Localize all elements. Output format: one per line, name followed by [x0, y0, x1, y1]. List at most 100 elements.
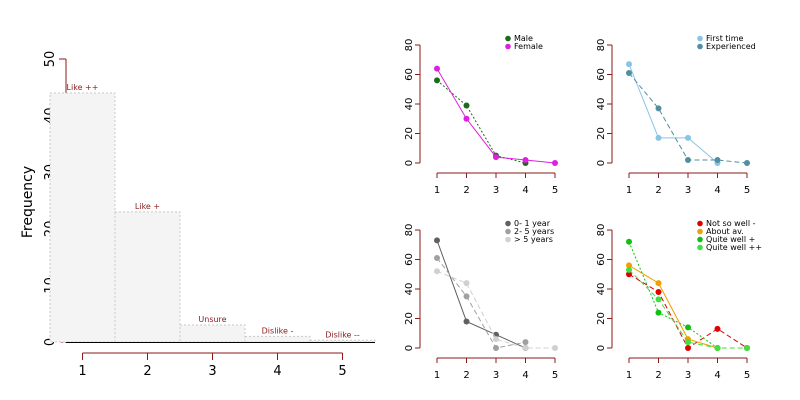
- series-point: [655, 134, 662, 141]
- histogram-x-tick-label: 4: [273, 364, 281, 379]
- legend-label: Not so well -: [706, 219, 756, 228]
- series-point: [744, 345, 750, 351]
- y-tick-label: 40: [596, 98, 607, 111]
- series-line: [436, 257, 526, 349]
- histogram-bar-label: Like ++: [67, 83, 99, 92]
- series-point: [463, 115, 470, 122]
- series-line: [436, 68, 556, 164]
- legend-label: Quite well +: [706, 235, 755, 244]
- x-tick-label: 1: [434, 370, 440, 381]
- legend-marker: [697, 220, 703, 227]
- series-point: [493, 336, 499, 343]
- histogram-bar: [114, 211, 181, 343]
- series-point: [655, 288, 662, 295]
- y-tick-label: 80: [596, 224, 607, 237]
- histogram-bar: [179, 324, 246, 343]
- y-tick-label: 60: [596, 253, 607, 266]
- series-point: [552, 345, 558, 351]
- y-tick-label: 0: [596, 160, 607, 166]
- y-tick-label: 20: [404, 312, 415, 325]
- x-tick-label: 1: [626, 185, 632, 196]
- series-point: [434, 237, 440, 244]
- legend-label: First time: [706, 34, 744, 43]
- series-point: [714, 157, 721, 164]
- legend-label: 0- 1 year: [514, 219, 551, 228]
- series-point: [434, 255, 440, 262]
- series-point: [685, 345, 691, 351]
- series-point: [626, 238, 632, 245]
- series-point: [655, 309, 662, 316]
- series-point: [552, 160, 558, 166]
- histogram-bar-label: Dislike --: [325, 330, 360, 339]
- histogram-bar-label: Like +: [135, 202, 160, 211]
- histogram-bar: [244, 335, 311, 343]
- series-line: [628, 63, 718, 164]
- histogram-bar: [49, 92, 116, 343]
- legend-marker: [505, 228, 511, 235]
- y-tick-label: 20: [596, 312, 607, 325]
- series-point: [463, 280, 470, 287]
- series-point: [714, 345, 721, 351]
- series-point: [626, 61, 632, 68]
- histogram-x-tick-label: 5: [338, 364, 346, 379]
- series-point: [714, 325, 721, 332]
- x-tick-label: 5: [552, 370, 558, 381]
- x-tick-label: 1: [434, 185, 440, 196]
- legend-label: Male: [514, 34, 533, 43]
- series-point: [522, 157, 529, 164]
- series-line: [628, 72, 748, 164]
- histogram-panel: Frequency 01020304050Like ++Like +Unsure…: [20, 51, 376, 379]
- legend-label: Experienced: [706, 42, 756, 51]
- legend-label: 2- 5 years: [514, 227, 554, 236]
- series-point: [463, 293, 470, 300]
- series-line: [628, 241, 718, 349]
- series-point: [685, 157, 691, 164]
- series-point: [434, 77, 440, 84]
- histogram-bar: [309, 339, 376, 343]
- series-point: [522, 339, 529, 346]
- x-tick-label: 3: [493, 370, 499, 381]
- series-point: [744, 160, 750, 166]
- series-point: [626, 271, 632, 278]
- y-tick-label: 0: [596, 345, 607, 351]
- histogram-bar-label: Dislike -: [262, 326, 294, 335]
- y-tick-label: 40: [404, 98, 415, 111]
- legend-marker: [505, 236, 511, 243]
- x-tick-label: 5: [552, 185, 558, 196]
- legend-label: About av.: [706, 227, 744, 236]
- legend-marker: [697, 228, 703, 235]
- histogram-y-tick-label: 50: [43, 51, 58, 68]
- legend-label: Quite well ++: [706, 243, 762, 252]
- y-tick-label: 80: [404, 224, 415, 237]
- series-point: [434, 65, 440, 72]
- x-tick-label: 5: [744, 185, 750, 196]
- series-point: [463, 102, 470, 109]
- x-tick-label: 5: [744, 370, 750, 381]
- legend-marker: [505, 220, 511, 227]
- y-tick-label: 0: [404, 160, 415, 166]
- histogram-x-tick-label: 2: [143, 364, 151, 379]
- series-point: [493, 345, 499, 351]
- series-point: [655, 280, 662, 287]
- y-tick-label: 60: [404, 68, 415, 81]
- series-point: [463, 318, 470, 325]
- x-tick-label: 3: [685, 185, 691, 196]
- series-point: [655, 105, 662, 112]
- x-tick-label: 2: [463, 185, 469, 196]
- y-tick-label: 80: [404, 39, 415, 52]
- x-tick-label: 4: [522, 185, 528, 196]
- y-tick-label: 20: [404, 127, 415, 140]
- histogram-bar-label: Unsure: [198, 315, 226, 324]
- histogram-y-axis-label: Frequency: [20, 166, 36, 238]
- y-tick-label: 60: [596, 68, 607, 81]
- series-point: [626, 266, 632, 273]
- legend-marker: [505, 35, 511, 42]
- series-line: [436, 80, 526, 164]
- legend-label: > 5 years: [514, 235, 553, 244]
- legend-marker: [697, 35, 703, 42]
